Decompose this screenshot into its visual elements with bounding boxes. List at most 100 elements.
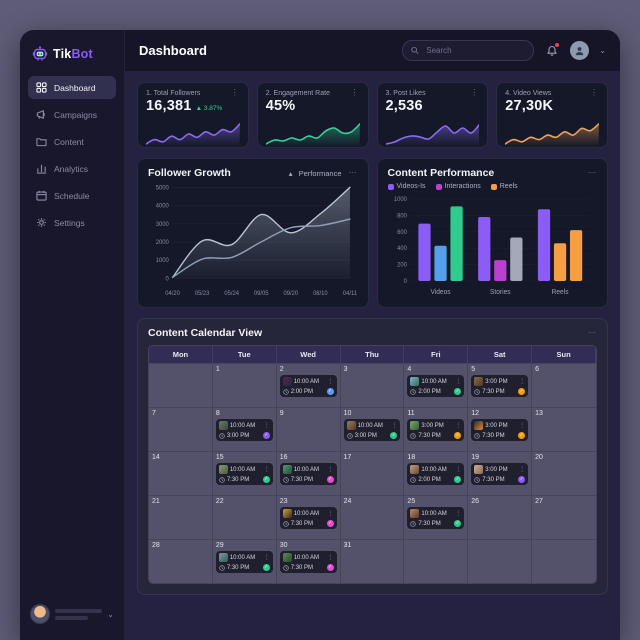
calendar-event[interactable]: 10:00 AM ⋮ 2:00 PM ✓ [407, 463, 465, 485]
stat-card-menu[interactable]: ⋮ [230, 88, 239, 97]
day-number: 7 [152, 410, 156, 417]
person-icon [575, 47, 584, 56]
event-row-2: 3:00 PM ✓ [219, 432, 270, 439]
calendar-event[interactable]: 10:00 AM ⋮ 7:30 PM ✓ [407, 507, 465, 529]
calendar-cell-empty[interactable] [532, 539, 596, 583]
sidebar-item-content[interactable]: Content [28, 130, 116, 153]
calendar-event[interactable]: 10:00 AM ⋮ 7:30 PM ✓ [279, 551, 337, 573]
calendar-cell-15[interactable]: 15 10:00 AM ⋮ 7:30 PM ✓ [212, 451, 277, 495]
sidebar-item-campaigns[interactable]: Campaigns [28, 103, 116, 126]
calendar-event[interactable]: 3:00 PM ⋮ 7:30 PM ✓ [471, 419, 529, 441]
calendar-event[interactable]: 3:00 PM ⋮ 7:30 PM ✓ [471, 463, 529, 485]
calendar-cell-16[interactable]: 16 10:00 AM ⋮ 7:30 PM ✓ [276, 451, 341, 495]
calendar-cell-6[interactable]: 6 [532, 363, 596, 407]
svg-text:4000: 4000 [156, 202, 170, 209]
calendar-cell-empty[interactable] [468, 539, 533, 583]
event-row-2: 7:30 PM ✓ [282, 564, 334, 571]
calendar-menu[interactable]: ⋯ [588, 328, 596, 337]
event-menu[interactable]: ⋮ [519, 378, 526, 385]
brand-logo: TikBot [28, 44, 116, 76]
calendar-cell-empty[interactable] [404, 539, 469, 583]
clock-icon [410, 476, 417, 483]
calendar-cell-1[interactable]: 1 [212, 363, 277, 407]
sidebar-nav: Dashboard Campaigns Content Analytics Schedu… [28, 76, 116, 234]
calendar-cell-21[interactable]: 21 [149, 495, 213, 539]
calendar-cell-2[interactable]: 2 10:00 AM ⋮ 2:00 PM ✓ [276, 363, 341, 407]
calendar-event[interactable]: 3:00 PM ⋮ 7:30 PM ✓ [407, 419, 465, 441]
calendar-cell-24[interactable]: 24 [340, 495, 405, 539]
calendar-cell-5[interactable]: 5 3:00 PM ⋮ 7:30 PM ✓ [468, 363, 533, 407]
calendar-cell-19[interactable]: 19 3:00 PM ⋮ 7:30 PM ✓ [468, 451, 533, 495]
event-menu[interactable]: ⋮ [519, 422, 526, 429]
calendar-cell-20[interactable]: 20 [532, 451, 596, 495]
calendar-cell-13[interactable]: 13 [532, 407, 596, 451]
calendar-cell-25[interactable]: 25 10:00 AM ⋮ 7:30 PM ✓ [404, 495, 469, 539]
content-performance-menu[interactable]: ⋯ [588, 168, 596, 177]
event-menu[interactable]: ⋮ [327, 466, 334, 473]
calendar-cell-31[interactable]: 31 [340, 539, 405, 583]
event-menu[interactable]: ⋮ [455, 466, 462, 473]
calendar-cell-8[interactable]: 8 10:00 AM ⋮ 3:00 PM ✓ [212, 407, 277, 451]
event-menu[interactable]: ⋮ [327, 378, 334, 385]
calendar-cell-11[interactable]: 11 3:00 PM ⋮ 7:30 PM ✓ [404, 407, 469, 451]
sidebar-item-schedule[interactable]: Schedule [28, 184, 116, 207]
search-input[interactable] [424, 45, 526, 56]
chevron-down-icon[interactable]: ⌄ [107, 609, 114, 619]
notifications-bell-icon[interactable] [544, 42, 560, 59]
calendar-cell-17[interactable]: 17 [340, 451, 405, 495]
stat-card-menu[interactable]: ⋮ [470, 88, 479, 97]
event-menu[interactable]: ⋮ [391, 422, 398, 429]
calendar-cell-28[interactable]: 28 [149, 539, 213, 583]
event-menu[interactable]: ⋮ [263, 466, 270, 473]
stat-card-menu[interactable]: ⋮ [590, 88, 598, 97]
calendar-cell-18[interactable]: 18 10:00 AM ⋮ 2:00 PM ✓ [404, 451, 469, 495]
user-avatar[interactable] [30, 604, 50, 624]
calendar-cell-3[interactable]: 3 [340, 363, 405, 407]
event-menu[interactable]: ⋮ [327, 554, 334, 561]
sidebar-user[interactable]: ⌄ [28, 600, 116, 628]
event-row-2: 7:30 PM ✓ [282, 520, 334, 527]
legend-item: Reels [490, 183, 518, 190]
calendar-cell-26[interactable]: 26 [468, 495, 533, 539]
calendar-cell-empty[interactable] [149, 363, 213, 407]
calendar-cell-12[interactable]: 12 3:00 PM ⋮ 7:30 PM ✓ [468, 407, 533, 451]
calendar-event[interactable]: 10:00 AM ⋮ 3:00 PM ✓ [343, 419, 401, 441]
calendar-event[interactable]: 10:00 AM ⋮ 2:00 PM ✓ [407, 375, 465, 397]
calendar-cell-30[interactable]: 30 10:00 AM ⋮ 7:30 PM ✓ [276, 539, 341, 583]
day-number: 8 [215, 410, 220, 417]
event-status-icon: ✓ [454, 520, 462, 527]
calendar-event[interactable]: 10:00 AM ⋮ 2:00 PM ✓ [279, 375, 337, 397]
calendar-cell-10[interactable]: 10 10:00 AM ⋮ 3:00 PM ✓ [340, 407, 405, 451]
calendar-cell-27[interactable]: 27 [532, 495, 596, 539]
follower-growth-menu[interactable]: ⋯ [348, 168, 357, 177]
event-menu[interactable]: ⋮ [327, 510, 334, 517]
event-menu[interactable]: ⋮ [263, 554, 270, 561]
calendar-cell-22[interactable]: 22 [212, 495, 277, 539]
calendar-event[interactable]: 10:00 AM ⋮ 7:30 PM ✓ [215, 551, 273, 573]
sidebar-item-analytics[interactable]: Analytics [28, 157, 116, 180]
calendar-cell-9[interactable]: 9 [276, 407, 341, 451]
calendar-event[interactable]: 10:00 AM ⋮ 7:30 PM ✓ [279, 507, 337, 529]
profile-chevron-icon[interactable]: ⌄ [599, 46, 606, 55]
event-menu[interactable]: ⋮ [455, 510, 462, 517]
event-menu[interactable]: ⋮ [519, 466, 526, 473]
sidebar-item-settings[interactable]: Settings [28, 211, 116, 234]
calendar-cell-14[interactable]: 14 [149, 451, 213, 495]
calendar-event[interactable]: 10:00 AM ⋮ 3:00 PM ✓ [215, 419, 273, 441]
calendar-cell-7[interactable]: 7 [149, 407, 213, 451]
event-menu[interactable]: ⋮ [263, 422, 270, 429]
stat-card-menu[interactable]: ⋮ [350, 88, 359, 97]
event-menu[interactable]: ⋮ [455, 378, 462, 385]
search-box[interactable] [402, 40, 535, 61]
calendar-event[interactable]: 3:00 PM ⋮ 7:30 PM ✓ [471, 375, 529, 397]
calendar-event[interactable]: 10:00 AM ⋮ 7:30 PM ✓ [279, 463, 337, 485]
calendar-cell-23[interactable]: 23 10:00 AM ⋮ 7:30 PM ✓ [276, 495, 341, 539]
event-menu[interactable]: ⋮ [455, 422, 462, 429]
calendar-cell-29[interactable]: 29 10:00 AM ⋮ 7:30 PM ✓ [212, 539, 277, 583]
sidebar-item-dashboard[interactable]: Dashboard [28, 76, 116, 99]
calendar-event[interactable]: 10:00 AM ⋮ 7:30 PM ✓ [215, 463, 273, 485]
event-time-2: 2:00 PM [290, 388, 314, 395]
calendar-dayheader-thu: Thu [340, 346, 405, 363]
calendar-cell-4[interactable]: 4 10:00 AM ⋮ 2:00 PM ✓ [404, 363, 469, 407]
profile-avatar[interactable] [570, 41, 590, 60]
